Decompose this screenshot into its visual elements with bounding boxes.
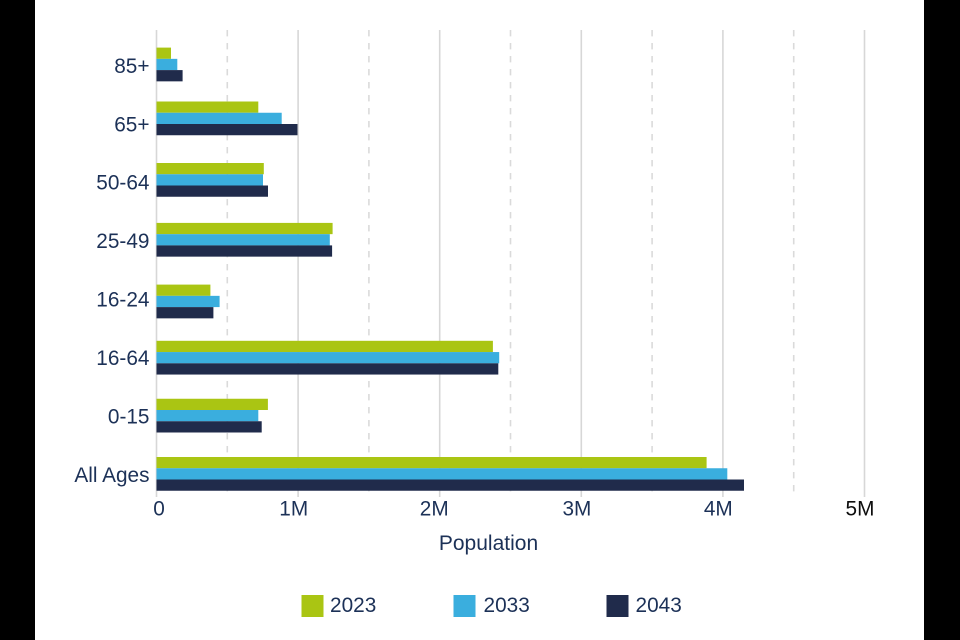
svg-text:50-64: 50-64 <box>96 172 149 195</box>
svg-text:3M: 3M <box>562 497 591 520</box>
svg-text:2023: 2023 <box>330 594 376 617</box>
svg-text:25-49: 25-49 <box>96 230 149 253</box>
svg-text:16-64: 16-64 <box>96 347 149 370</box>
svg-text:2043: 2043 <box>636 594 682 617</box>
svg-text:65+: 65+ <box>114 113 149 136</box>
svg-text:Population: Population <box>439 532 538 555</box>
svg-text:5M: 5M <box>846 497 875 520</box>
svg-text:2M: 2M <box>420 497 449 520</box>
svg-text:16-24: 16-24 <box>96 289 149 312</box>
svg-text:0-15: 0-15 <box>108 406 150 429</box>
svg-text:0: 0 <box>153 497 165 520</box>
svg-text:2033: 2033 <box>484 594 530 617</box>
svg-text:1M: 1M <box>279 497 308 520</box>
svg-text:All Ages: All Ages <box>74 464 149 487</box>
svg-text:85+: 85+ <box>114 55 149 78</box>
svg-text:4M: 4M <box>704 497 733 520</box>
